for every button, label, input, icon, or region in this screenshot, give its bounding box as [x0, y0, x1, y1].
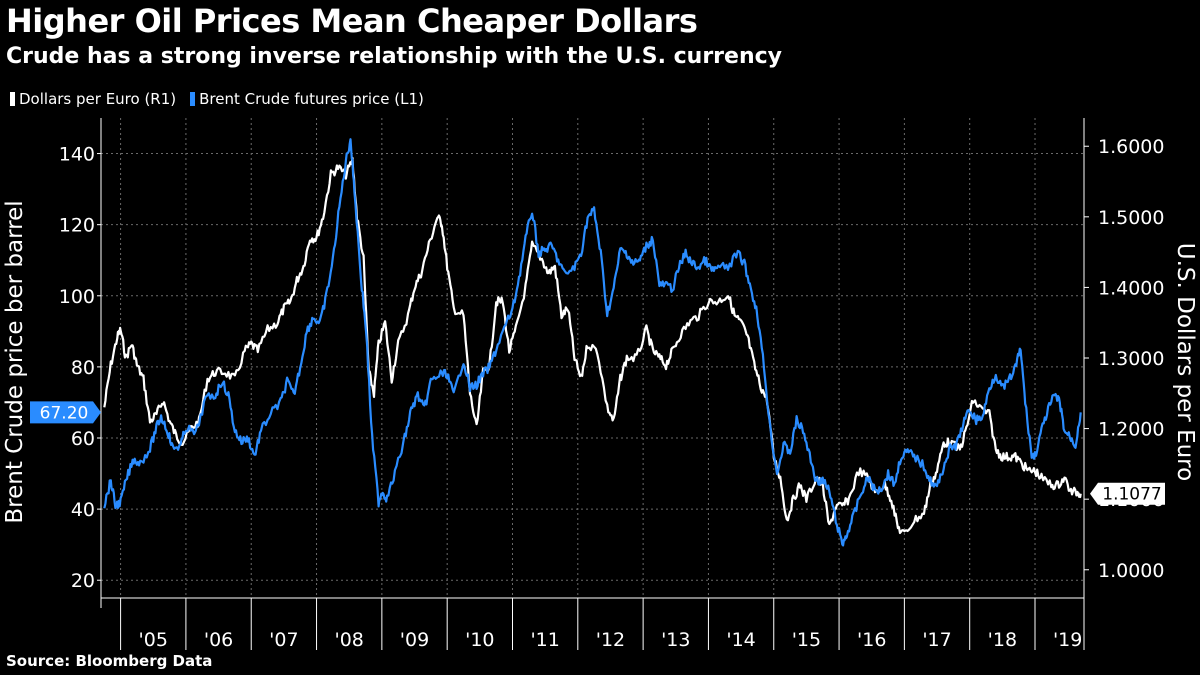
x-tick-label: '11 [530, 629, 559, 651]
grid-lines [101, 118, 1084, 598]
legend-label-eur: Dollars per Euro (R1) [19, 90, 177, 108]
brent-series-line [103, 138, 1082, 547]
x-tick-label: '15 [792, 629, 821, 651]
x-tick-label: '09 [400, 629, 429, 651]
tick-labels: 204060801001201401.00001.10001.20001.300… [59, 136, 1165, 651]
left-tick-label: 40 [71, 499, 95, 521]
brent-last-value-badge [30, 401, 101, 424]
left-tick-label: 140 [59, 144, 95, 166]
right-tick-label: 1.5000 [1098, 207, 1164, 229]
chart-title: Higher Oil Prices Mean Cheaper Dollars [6, 2, 698, 40]
x-tick-label: '07 [269, 629, 298, 651]
legend-item-eur: Dollars per Euro (R1) [10, 90, 176, 108]
right-axis-label: U.S. Dollars per Euro [1172, 243, 1198, 481]
x-tick-label: '18 [988, 629, 1017, 651]
legend-swatch-eur [10, 92, 15, 106]
left-tick-label: 60 [71, 428, 95, 450]
x-tick-label: '17 [922, 629, 951, 651]
right-tick-label: 1.3000 [1098, 348, 1164, 370]
x-tick-label: '13 [661, 629, 690, 651]
x-tick-label: '08 [334, 629, 363, 651]
x-tick-label: '19 [1053, 629, 1082, 651]
eur-last-value-label: 1.1077 [1102, 485, 1161, 505]
eur-last-value-badge [1090, 482, 1165, 505]
legend-label-brent: Brent Crude futures price (L1) [199, 90, 424, 108]
right-tick-label: 1.6000 [1098, 136, 1164, 158]
right-tick-label: 1.0000 [1098, 560, 1164, 582]
legend: Dollars per Euro (R1) Brent Crude future… [10, 90, 424, 108]
left-tick-label: 100 [59, 286, 95, 308]
x-tick-label: '14 [726, 629, 755, 651]
brent-last-value-label: 67.20 [40, 403, 89, 423]
eur-series-line [103, 156, 1082, 535]
left-tick-label: 120 [59, 215, 95, 237]
x-tick-label: '12 [596, 629, 625, 651]
legend-item-brent: Brent Crude futures price (L1) [190, 90, 424, 108]
axes [97, 118, 1089, 650]
x-tick-label: '16 [857, 629, 886, 651]
source-note: Source: Bloomberg Data [6, 652, 213, 670]
legend-swatch-brent [190, 92, 196, 106]
left-axis-label: Brent Crude price ber barrel [2, 200, 28, 523]
last-value-badges: 67.20 1.1077 [30, 401, 1165, 505]
chart-subtitle: Crude has a strong inverse relationship … [6, 44, 782, 69]
left-tick-label: 80 [71, 357, 95, 379]
right-tick-label: 1.2000 [1098, 419, 1164, 441]
x-tick-label: '06 [204, 629, 233, 651]
series-lines [103, 138, 1082, 547]
x-tick-label: '10 [465, 629, 494, 651]
x-tick-label: '05 [139, 629, 168, 651]
right-tick-label: 1.4000 [1098, 277, 1164, 299]
left-tick-label: 20 [71, 570, 95, 592]
